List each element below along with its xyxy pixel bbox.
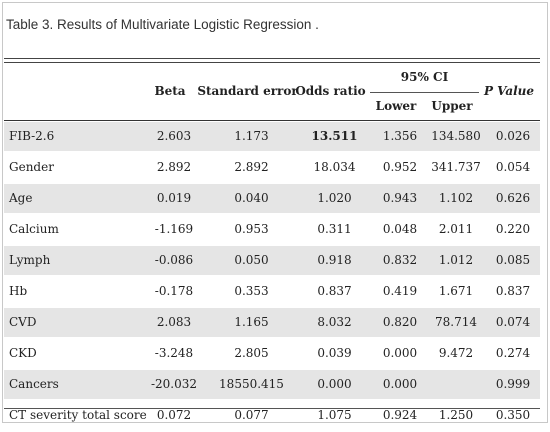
odds-ratio-value: 1.020 bbox=[317, 191, 352, 205]
ci-lower-value: 0.048 bbox=[382, 222, 418, 236]
beta-value: 0.019 bbox=[156, 191, 192, 205]
ci-lower-value: 0.419 bbox=[382, 284, 418, 298]
table-row: Gender 2.892 2.892 18.034 0.952 341.737 0.054 bbox=[4, 153, 540, 184]
standard-error-value: 1.165 bbox=[234, 315, 269, 329]
row-label: FIB-2.6 bbox=[9, 129, 55, 143]
ci-upper-value: 1.250 bbox=[438, 408, 474, 422]
odds-ratio-value: 1.075 bbox=[317, 408, 352, 422]
header-lower: Lower bbox=[375, 99, 417, 113]
ci-upper-value: 1.012 bbox=[438, 253, 474, 267]
standard-error-value: 0.077 bbox=[234, 408, 269, 422]
row-label: Gender bbox=[9, 160, 54, 174]
beta-value: 2.083 bbox=[156, 315, 192, 329]
beta-value: 0.072 bbox=[156, 408, 192, 422]
p-value: 0.837 bbox=[495, 284, 531, 298]
row-label: Calcium bbox=[9, 222, 59, 236]
ci-upper-value: 9.472 bbox=[438, 346, 474, 360]
table-caption: Table 3. Results of Multivariate Logisti… bbox=[6, 17, 319, 32]
odds-ratio-value: 8.032 bbox=[317, 315, 352, 329]
p-value: 0.220 bbox=[495, 222, 531, 236]
top-rule-double bbox=[4, 62, 540, 63]
row-label: CVD bbox=[9, 315, 37, 329]
beta-value: -20.032 bbox=[150, 377, 198, 391]
odds-ratio-value: 18.034 bbox=[313, 160, 356, 174]
table-row: CT severity total score 0.072 0.077 1.075 0.… bbox=[4, 401, 540, 432]
row-label: Lymph bbox=[9, 253, 51, 267]
p-value: 0.085 bbox=[495, 253, 531, 267]
ci-group-rule bbox=[370, 92, 479, 93]
header-95-ci: 95% CI bbox=[400, 70, 449, 84]
ci-upper-value: 1.671 bbox=[438, 284, 474, 298]
table-frame bbox=[2, 2, 548, 423]
header-upper: Upper bbox=[431, 99, 473, 113]
standard-error-value: 2.892 bbox=[234, 160, 269, 174]
row-label: Cancers bbox=[9, 377, 59, 391]
p-value: 0.274 bbox=[495, 346, 531, 360]
standard-error-value: 1.173 bbox=[234, 129, 269, 143]
ci-upper-value: 2.011 bbox=[438, 222, 474, 236]
p-value: 0.999 bbox=[495, 377, 531, 391]
ci-upper-value: 78.714 bbox=[435, 315, 477, 329]
beta-value: -0.086 bbox=[154, 253, 194, 267]
header-odds-ratio: Odds ratio bbox=[295, 84, 366, 98]
table-row: Age 0.019 0.040 1.020 0.943 1.102 0.626 bbox=[4, 184, 540, 215]
standard-error-value: 0.353 bbox=[234, 284, 269, 298]
standard-error-value: 0.953 bbox=[234, 222, 269, 236]
p-value: 0.350 bbox=[495, 408, 531, 422]
table-row: CVD 2.083 1.165 8.032 0.820 78.714 0.074 bbox=[4, 308, 540, 339]
bottom-rule bbox=[4, 408, 540, 409]
odds-ratio-value: 0.000 bbox=[317, 377, 352, 391]
header-rule bbox=[4, 120, 540, 121]
ci-upper-value: 134.580 bbox=[431, 129, 481, 143]
beta-value: -1.169 bbox=[154, 222, 194, 236]
ci-lower-value: 0.952 bbox=[382, 160, 418, 174]
p-value: 0.074 bbox=[495, 315, 531, 329]
row-label: CT severity total score bbox=[9, 408, 147, 422]
p-value: 0.626 bbox=[495, 191, 531, 205]
standard-error-value: 18550.415 bbox=[219, 377, 284, 391]
row-label: Hb bbox=[9, 284, 28, 298]
ci-lower-value: 0.832 bbox=[382, 253, 418, 267]
row-label: Age bbox=[9, 191, 33, 205]
ci-lower-value: 0.000 bbox=[382, 377, 418, 391]
beta-value: -3.248 bbox=[154, 346, 194, 360]
p-value: 0.054 bbox=[495, 160, 531, 174]
top-rule bbox=[4, 58, 540, 59]
row-label: CKD bbox=[9, 346, 37, 360]
table-row: Lymph -0.086 0.050 0.918 0.832 1.012 0.085 bbox=[4, 246, 540, 277]
p-value: 0.026 bbox=[495, 129, 531, 143]
standard-error-value: 0.050 bbox=[234, 253, 269, 267]
ci-upper-value: 1.102 bbox=[438, 191, 474, 205]
standard-error-value: 0.040 bbox=[234, 191, 269, 205]
odds-ratio-value: 0.039 bbox=[317, 346, 352, 360]
ci-lower-value: 0.924 bbox=[382, 408, 418, 422]
odds-ratio-value: 13.511 bbox=[311, 129, 358, 143]
table-row: CKD -3.248 2.805 0.039 0.000 9.472 0.274 bbox=[4, 339, 540, 370]
standard-error-value: 2.805 bbox=[234, 346, 269, 360]
beta-value: -0.178 bbox=[154, 284, 194, 298]
ci-lower-value: 0.943 bbox=[382, 191, 418, 205]
header-beta: Beta bbox=[154, 84, 186, 98]
table-row: Calcium -1.169 0.953 0.311 0.048 2.011 0.220 bbox=[4, 215, 540, 246]
odds-ratio-value: 0.918 bbox=[317, 253, 352, 267]
table-row: FIB-2.6 2.603 1.173 13.511 1.356 134.580 0.026 bbox=[4, 122, 540, 153]
ci-lower-value: 0.820 bbox=[382, 315, 418, 329]
table-row: Hb -0.178 0.353 0.837 0.419 1.671 0.837 bbox=[4, 277, 540, 308]
beta-value: 2.603 bbox=[156, 129, 192, 143]
header-p-value: P Value bbox=[483, 84, 535, 98]
odds-ratio-value: 0.837 bbox=[317, 284, 352, 298]
table-row: Cancers -20.032 18550.415 0.000 0.000 0.999 bbox=[4, 370, 540, 401]
table-body: FIB-2.6 2.603 1.173 13.511 1.356 134.580 0.026… bbox=[4, 122, 540, 432]
ci-lower-value: 0.000 bbox=[382, 346, 418, 360]
ci-upper-value: 341.737 bbox=[431, 160, 481, 174]
ci-lower-value: 1.356 bbox=[382, 129, 418, 143]
odds-ratio-value: 0.311 bbox=[317, 222, 352, 236]
header-standard-error: Standard error bbox=[197, 84, 298, 98]
beta-value: 2.892 bbox=[156, 160, 192, 174]
